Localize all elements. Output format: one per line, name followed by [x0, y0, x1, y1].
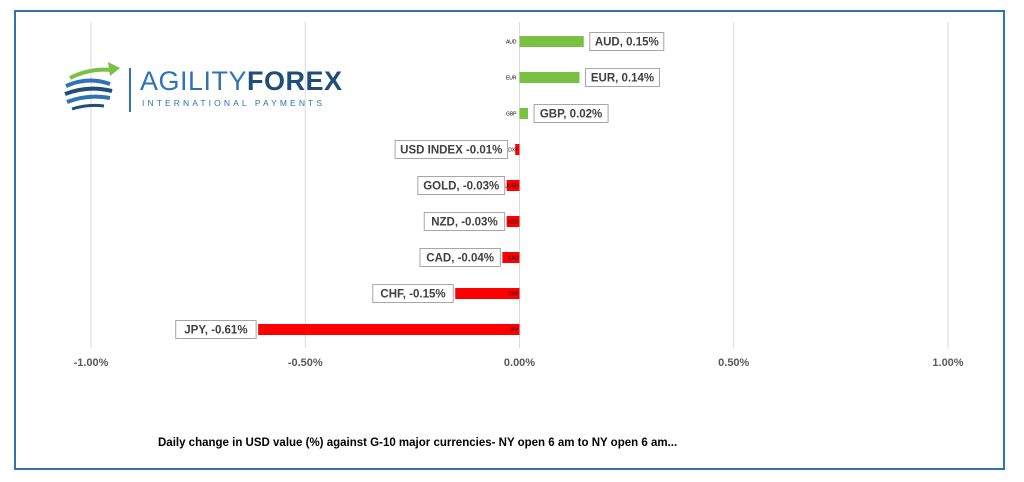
category-label: CAD — [508, 256, 519, 262]
bar-cad — [502, 252, 520, 263]
bar-xauusd — [506, 180, 520, 191]
data-label-box — [589, 32, 665, 51]
category-label: DXY — [508, 148, 519, 154]
data-label-box — [417, 176, 506, 195]
logo-word-forex: FOREX — [247, 66, 343, 96]
data-label: AUD, 0.15% — [595, 37, 659, 49]
bar-dxy — [515, 144, 520, 155]
data-label: JPY, -0.61% — [184, 325, 247, 337]
data-label-box — [419, 248, 501, 267]
data-label-box — [584, 68, 660, 87]
x-tick-label: -1.00% — [74, 357, 109, 369]
data-label: EUR, 0.14% — [591, 73, 654, 85]
logo-divider — [129, 68, 131, 112]
data-label-box — [175, 320, 257, 339]
data-label: GBP, 0.02% — [540, 109, 602, 121]
data-label-box — [423, 212, 506, 231]
x-tick-label: 0.00% — [504, 357, 535, 369]
category-label: XAUUSD — [498, 184, 519, 190]
logo-word-agility: AGILITY — [140, 66, 248, 96]
bar-gbp — [519, 108, 529, 119]
logo-wordmark: AGILITYFOREX — [140, 66, 343, 97]
data-label: USD INDEX -0.01% — [400, 145, 502, 157]
category-label: JPY — [509, 328, 519, 334]
category-label: GBP — [506, 112, 517, 118]
category-label: EUR — [506, 76, 517, 82]
globe-swoosh-icon — [64, 62, 120, 111]
category-label: AUD — [506, 40, 517, 46]
x-tick-label: 1.00% — [932, 357, 963, 369]
data-label: NZD, -0.03% — [431, 217, 497, 229]
category-label: CHF — [508, 292, 518, 298]
chart-frame — [14, 10, 1005, 470]
x-tick-label: -0.50% — [288, 357, 323, 369]
data-label-box — [394, 140, 509, 159]
data-label: CHF, -0.15% — [380, 289, 445, 301]
logo-tagline: INTERNATIONAL PAYMENTS — [142, 98, 326, 108]
data-label: GOLD, -0.03% — [423, 181, 499, 193]
x-tick-label: 0.50% — [718, 357, 749, 369]
bar-aud — [519, 36, 584, 47]
bar-nzd — [506, 216, 520, 227]
bar-jpy — [258, 324, 520, 335]
bar-eur — [519, 72, 580, 83]
data-label-box — [533, 104, 609, 123]
data-label: CAD, -0.04% — [426, 253, 494, 265]
chart-caption: Daily change in USD value (%) against G-… — [158, 437, 678, 449]
category-label: NZD — [508, 220, 519, 226]
agility-forex-logo: AGILITYFOREX INTERNATIONAL PAYMENTS — [58, 58, 342, 122]
data-label-box — [372, 284, 454, 303]
bar-chf — [455, 288, 520, 299]
